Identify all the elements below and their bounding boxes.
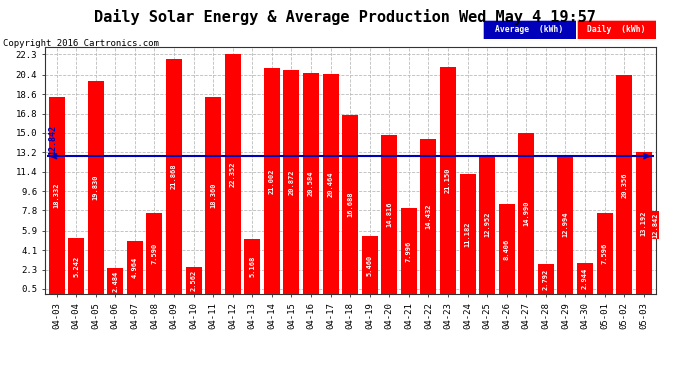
Text: Daily Solar Energy & Average Production Wed May 4 19:57: Daily Solar Energy & Average Production … bbox=[94, 9, 596, 26]
Bar bbox=[48, 97, 65, 294]
Bar bbox=[166, 59, 182, 294]
Text: 7.590: 7.590 bbox=[151, 243, 157, 264]
Bar bbox=[518, 133, 534, 294]
Bar bbox=[401, 209, 417, 294]
Bar bbox=[146, 213, 162, 294]
Text: 12.994: 12.994 bbox=[562, 212, 569, 237]
Bar bbox=[88, 81, 103, 294]
Text: 21.002: 21.002 bbox=[269, 169, 275, 194]
Text: Copyright 2016 Cartronics.com: Copyright 2016 Cartronics.com bbox=[3, 39, 159, 48]
Bar bbox=[597, 213, 613, 294]
Text: 14.432: 14.432 bbox=[426, 204, 431, 230]
Text: 12.842: 12.842 bbox=[652, 213, 658, 238]
Text: 22.352: 22.352 bbox=[230, 161, 236, 187]
Bar bbox=[538, 264, 554, 294]
Text: 7.596: 7.596 bbox=[602, 243, 608, 264]
Text: 8.406: 8.406 bbox=[504, 238, 510, 260]
Bar bbox=[264, 68, 280, 294]
Text: 11.182: 11.182 bbox=[464, 222, 471, 247]
Text: 2.484: 2.484 bbox=[112, 270, 118, 292]
Text: 20.356: 20.356 bbox=[621, 172, 627, 198]
Bar bbox=[205, 97, 221, 294]
Text: 16.688: 16.688 bbox=[347, 192, 353, 217]
Bar bbox=[440, 67, 456, 294]
Bar bbox=[577, 263, 593, 294]
Text: 14.990: 14.990 bbox=[523, 201, 529, 226]
Text: 20.584: 20.584 bbox=[308, 171, 314, 196]
Text: 13.192: 13.192 bbox=[641, 211, 647, 236]
Text: 19.830: 19.830 bbox=[92, 175, 99, 200]
Bar bbox=[382, 135, 397, 294]
Bar bbox=[323, 74, 339, 294]
Bar bbox=[244, 239, 260, 294]
Text: 21.868: 21.868 bbox=[171, 164, 177, 189]
Text: 18.332: 18.332 bbox=[54, 183, 59, 209]
Text: 20.464: 20.464 bbox=[328, 171, 333, 197]
Text: 14.816: 14.816 bbox=[386, 202, 393, 227]
Bar bbox=[362, 236, 377, 294]
Bar bbox=[186, 267, 201, 294]
Bar bbox=[303, 73, 319, 294]
Bar bbox=[616, 75, 632, 294]
Text: Daily  (kWh): Daily (kWh) bbox=[587, 25, 646, 34]
Text: 21.150: 21.150 bbox=[445, 168, 451, 194]
Text: 4.964: 4.964 bbox=[132, 257, 138, 278]
Text: 7.996: 7.996 bbox=[406, 241, 412, 262]
Text: 2.944: 2.944 bbox=[582, 268, 588, 289]
Bar bbox=[107, 268, 124, 294]
Text: 12.842: 12.842 bbox=[48, 124, 57, 154]
Bar bbox=[635, 152, 652, 294]
Text: 18.360: 18.360 bbox=[210, 183, 216, 209]
Bar bbox=[420, 139, 437, 294]
Text: 20.872: 20.872 bbox=[288, 170, 295, 195]
Bar bbox=[68, 238, 84, 294]
Text: 2.562: 2.562 bbox=[190, 270, 197, 291]
Text: 5.242: 5.242 bbox=[73, 255, 79, 277]
Text: 5.460: 5.460 bbox=[367, 254, 373, 276]
Bar bbox=[460, 174, 475, 294]
Text: 2.792: 2.792 bbox=[543, 269, 549, 290]
Bar bbox=[499, 204, 515, 294]
Bar bbox=[284, 70, 299, 294]
Bar bbox=[342, 115, 358, 294]
Bar bbox=[558, 154, 573, 294]
Text: 5.168: 5.168 bbox=[249, 256, 255, 277]
Bar bbox=[479, 155, 495, 294]
Text: Average  (kWh): Average (kWh) bbox=[495, 25, 564, 34]
Bar bbox=[225, 54, 241, 294]
Bar bbox=[127, 241, 143, 294]
Text: 12.952: 12.952 bbox=[484, 212, 490, 237]
